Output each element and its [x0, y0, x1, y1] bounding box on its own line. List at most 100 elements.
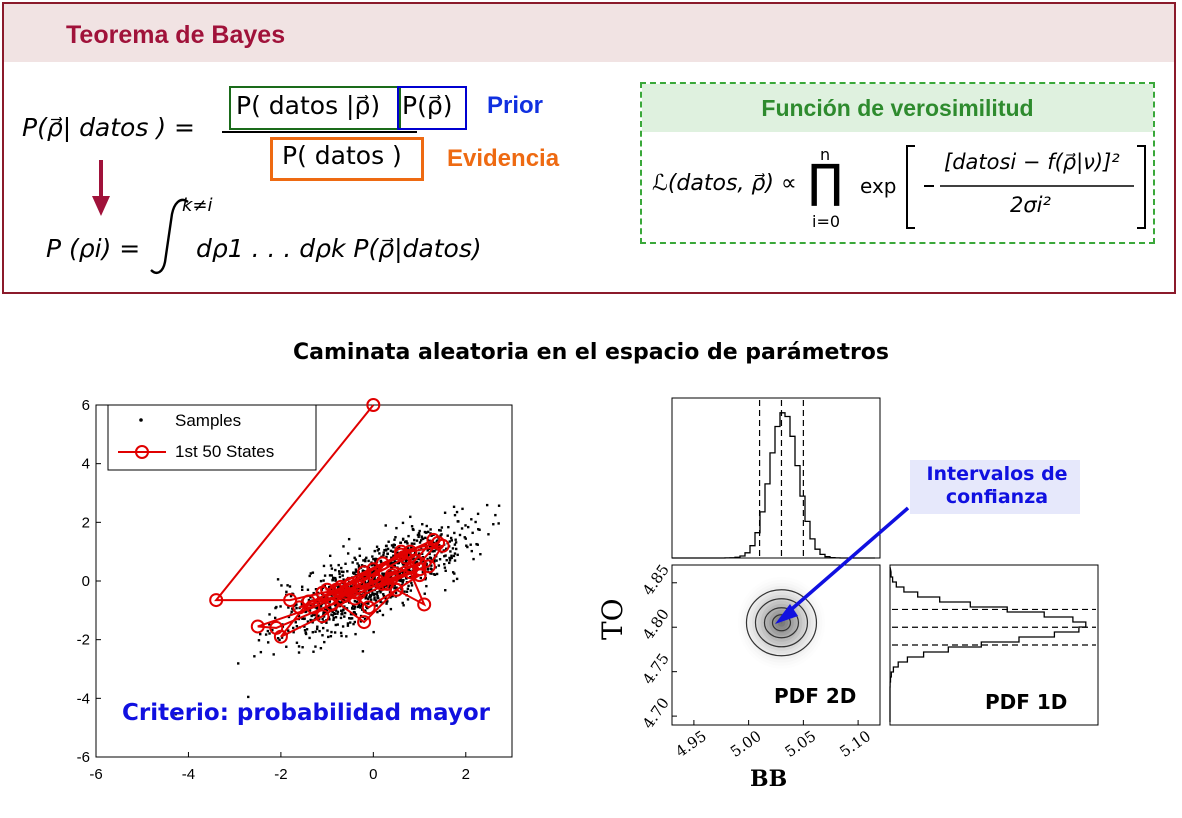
sample-point — [366, 601, 370, 605]
scatter-x-tick-label: -4 — [182, 766, 195, 783]
sample-point — [450, 539, 454, 542]
sample-point — [354, 558, 357, 561]
sample-point — [297, 614, 301, 618]
sample-point — [469, 543, 472, 546]
sample-point — [449, 536, 453, 540]
sample-point — [485, 503, 489, 507]
sample-point — [417, 557, 420, 561]
sample-point — [319, 579, 323, 583]
scatter-x-tick-label: 2 — [462, 766, 470, 783]
sample-point — [378, 609, 382, 613]
sample-point — [406, 587, 410, 590]
sample-point — [311, 571, 315, 574]
sample-point — [455, 577, 459, 581]
sample-point — [425, 584, 428, 588]
sample-point — [409, 515, 412, 519]
sample-point — [478, 528, 481, 532]
sample-point — [330, 587, 333, 591]
sample-point — [266, 629, 270, 633]
sample-point — [348, 616, 351, 620]
sample-point — [287, 606, 290, 609]
sample-point — [306, 620, 310, 623]
sample-point — [342, 608, 345, 611]
sample-point — [334, 609, 338, 612]
sample-point — [322, 612, 325, 615]
walk-state-marker — [370, 574, 385, 588]
walk-state-marker — [421, 559, 436, 574]
sample-point — [294, 604, 297, 607]
sample-point — [308, 636, 311, 640]
sample-point — [336, 623, 339, 626]
sample-point — [306, 588, 310, 591]
sample-point — [410, 581, 413, 585]
sample-point — [355, 570, 358, 573]
sample-point — [303, 617, 306, 620]
sample-point — [322, 564, 326, 568]
sample-point — [268, 623, 271, 626]
sample-point — [382, 593, 385, 596]
sample-point — [328, 585, 331, 589]
sample-point — [304, 610, 307, 614]
walk-state-marker — [209, 593, 224, 608]
sample-point — [456, 553, 459, 557]
walk-state-marker — [366, 398, 381, 412]
sample-point — [373, 596, 376, 599]
sample-point — [345, 607, 349, 610]
sample-point — [443, 511, 447, 514]
sample-point — [376, 596, 380, 600]
bayes-theorem-panel: Teorema de Bayes — [2, 2, 1176, 294]
sample-point — [342, 545, 345, 548]
sample-point — [417, 533, 421, 536]
sample-point — [353, 620, 357, 624]
bayes-title: Teorema de Bayes — [66, 21, 286, 49]
sample-point — [410, 584, 414, 587]
sample-point — [437, 564, 441, 567]
sample-point — [346, 624, 350, 627]
sample-point — [399, 577, 402, 581]
sample-point — [314, 645, 317, 648]
sample-point — [326, 629, 329, 632]
sample-point — [373, 570, 376, 573]
sample-point — [266, 641, 270, 644]
sample-point — [356, 562, 359, 565]
sample-point — [382, 551, 385, 554]
sample-point — [353, 607, 356, 610]
sample-point — [479, 553, 482, 556]
sample-point — [477, 528, 480, 531]
sample-point — [367, 559, 370, 563]
walk-state-marker — [417, 597, 432, 612]
sample-point — [451, 547, 455, 550]
sample-point — [372, 557, 375, 561]
sample-point — [357, 564, 361, 567]
sample-point — [333, 631, 337, 634]
sample-point — [453, 513, 457, 517]
sample-point — [429, 545, 432, 549]
sample-point — [373, 578, 376, 581]
sample-point — [332, 576, 335, 580]
sample-point — [276, 637, 280, 640]
sample-point — [340, 600, 344, 604]
sample-point — [430, 534, 433, 538]
sample-point — [419, 576, 422, 580]
sample-point — [295, 625, 299, 628]
sample-point — [364, 597, 367, 600]
sample-point — [312, 591, 315, 595]
corner-xlabel: BB — [750, 766, 788, 792]
sample-point — [431, 550, 435, 553]
sample-point — [385, 602, 388, 605]
sample-point — [253, 655, 256, 658]
sample-point — [370, 598, 373, 601]
sample-point — [453, 552, 457, 555]
sample-point — [279, 605, 282, 608]
sample-point — [407, 547, 410, 550]
sample-point — [338, 575, 342, 579]
sample-point — [342, 570, 345, 574]
sample-point — [322, 626, 325, 630]
sample-point — [374, 560, 377, 564]
sample-point — [264, 633, 268, 636]
sample-point — [406, 542, 409, 545]
sample-point — [407, 553, 411, 556]
sample-point — [321, 617, 324, 621]
sample-point — [295, 606, 298, 610]
